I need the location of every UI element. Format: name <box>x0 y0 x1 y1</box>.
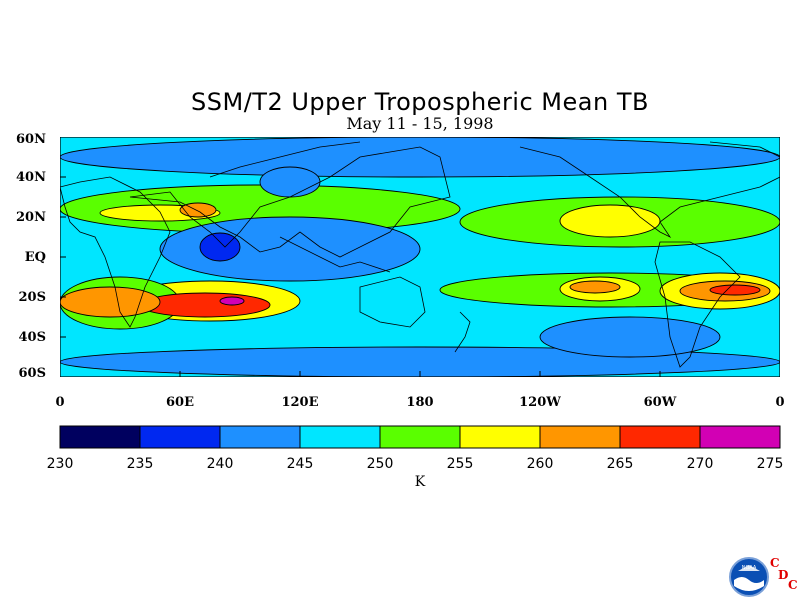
y-tick-label: 40N <box>16 170 46 185</box>
cdc-letter: C <box>788 578 798 592</box>
colorbar-label: 240 <box>206 456 234 472</box>
colorbar-label: 235 <box>126 456 154 472</box>
colorbar-swatch <box>619 425 701 449</box>
chart-title: SSM/T2 Upper Tropospheric Mean TB <box>191 88 649 116</box>
y-tick-label: 60S <box>18 366 46 381</box>
x-tick-label: 120W <box>519 395 561 410</box>
contour-region <box>60 137 780 178</box>
colorbar-unit: K <box>414 474 426 490</box>
colorbar-label: 245 <box>286 456 314 472</box>
colorbar-swatch <box>459 425 541 449</box>
cdc-letter: D <box>778 568 789 582</box>
colorbar-swatch <box>299 425 381 449</box>
colorbar-swatch <box>379 425 461 449</box>
x-tick-label: 60E <box>166 395 194 410</box>
temperature-map <box>60 137 780 377</box>
contour-fields <box>60 137 780 377</box>
contour-region <box>539 316 721 358</box>
colorbar <box>59 425 781 449</box>
x-tick-label: 120E <box>281 395 319 410</box>
contour-region <box>709 284 761 296</box>
colorbar-label: 265 <box>606 456 634 472</box>
y-tick-label: 40S <box>18 330 46 345</box>
contour-region <box>219 296 245 306</box>
y-tick-label: 60N <box>16 132 46 147</box>
y-tick-label: 20N <box>16 210 46 225</box>
colorbar-label: 230 <box>46 456 74 472</box>
contour-region <box>559 204 661 238</box>
logo-text: NOAA <box>742 565 757 571</box>
colorbar-swatch <box>139 425 221 449</box>
x-tick-label: 180 <box>406 395 434 410</box>
contour-region <box>199 232 241 262</box>
chart-subtitle: May 11 - 15, 1998 <box>346 114 494 133</box>
contour-region <box>569 280 621 294</box>
y-tick-label: EQ <box>24 250 46 265</box>
noaa-logo-icon: NOAA <box>729 557 769 597</box>
cdc-letter: C <box>770 556 780 570</box>
colorbar-swatch <box>219 425 301 449</box>
colorbar-label: 255 <box>446 456 474 472</box>
colorbar-label: 270 <box>686 456 714 472</box>
x-tick-label: 0 <box>55 395 65 410</box>
colorbar-label: 260 <box>526 456 554 472</box>
colorbar-label: 275 <box>756 456 784 472</box>
colorbar-swatch <box>59 425 141 449</box>
colorbar-swatch <box>539 425 621 449</box>
colorbar-label: 250 <box>366 456 394 472</box>
contour-region <box>259 166 321 198</box>
x-tick-label: 0 <box>775 395 785 410</box>
contour-region <box>159 216 421 282</box>
colorbar-swatch <box>699 425 781 449</box>
contour-region <box>60 286 161 318</box>
y-tick-label: 20S <box>18 290 46 305</box>
x-tick-label: 60W <box>643 395 677 410</box>
coastlines <box>60 141 780 368</box>
